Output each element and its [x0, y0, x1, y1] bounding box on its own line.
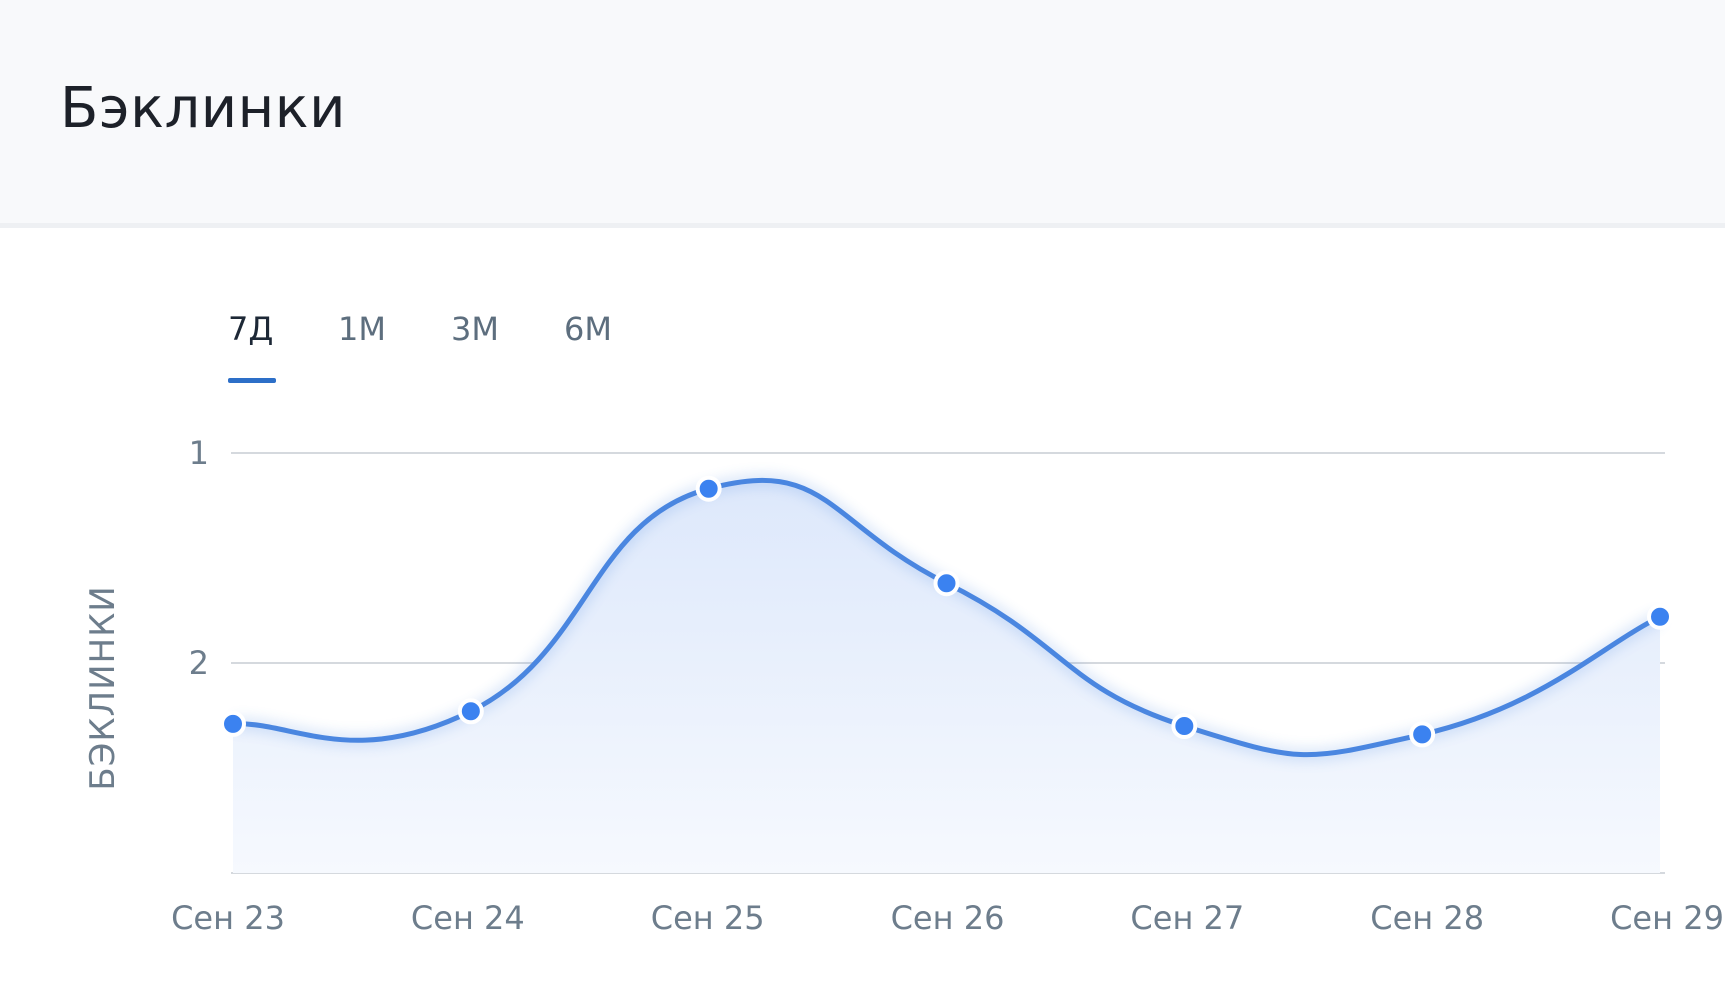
data-point[interactable] [1647, 603, 1673, 630]
page-title: Бэклинки [60, 76, 346, 141]
data-point[interactable] [933, 570, 960, 597]
x-tick-label: Сен 29 [1610, 899, 1724, 937]
range-tabs: 7Д 1М 3М 6М [0, 0, 1725, 400]
header: Бэклинки [0, 0, 1725, 228]
tab-6m[interactable]: 6М [564, 310, 612, 348]
data-point[interactable] [695, 475, 722, 502]
tab-1m[interactable]: 1М [338, 310, 386, 348]
data-point[interactable] [1171, 713, 1198, 739]
active-tab-indicator [228, 378, 276, 383]
data-point[interactable] [1409, 721, 1436, 748]
y-tick-label: 2 [189, 644, 209, 682]
x-tick-label: Сен 26 [891, 899, 1005, 937]
data-point[interactable] [220, 710, 246, 737]
x-tick-label: Сен 24 [411, 899, 525, 937]
tab-3m[interactable]: 3М [451, 310, 499, 348]
x-tick-label: Сен 23 [171, 899, 285, 937]
area-fill [233, 480, 1660, 873]
y-axis-title: БЭКЛИНКИ [83, 585, 123, 790]
data-point[interactable] [457, 698, 484, 725]
x-tick-label: Сен 27 [1130, 899, 1244, 937]
x-tick-label: Сен 28 [1370, 899, 1484, 937]
x-tick-label: Сен 25 [651, 899, 765, 937]
y-tick-label: 1 [189, 434, 209, 472]
tab-7d[interactable]: 7Д [228, 310, 274, 348]
